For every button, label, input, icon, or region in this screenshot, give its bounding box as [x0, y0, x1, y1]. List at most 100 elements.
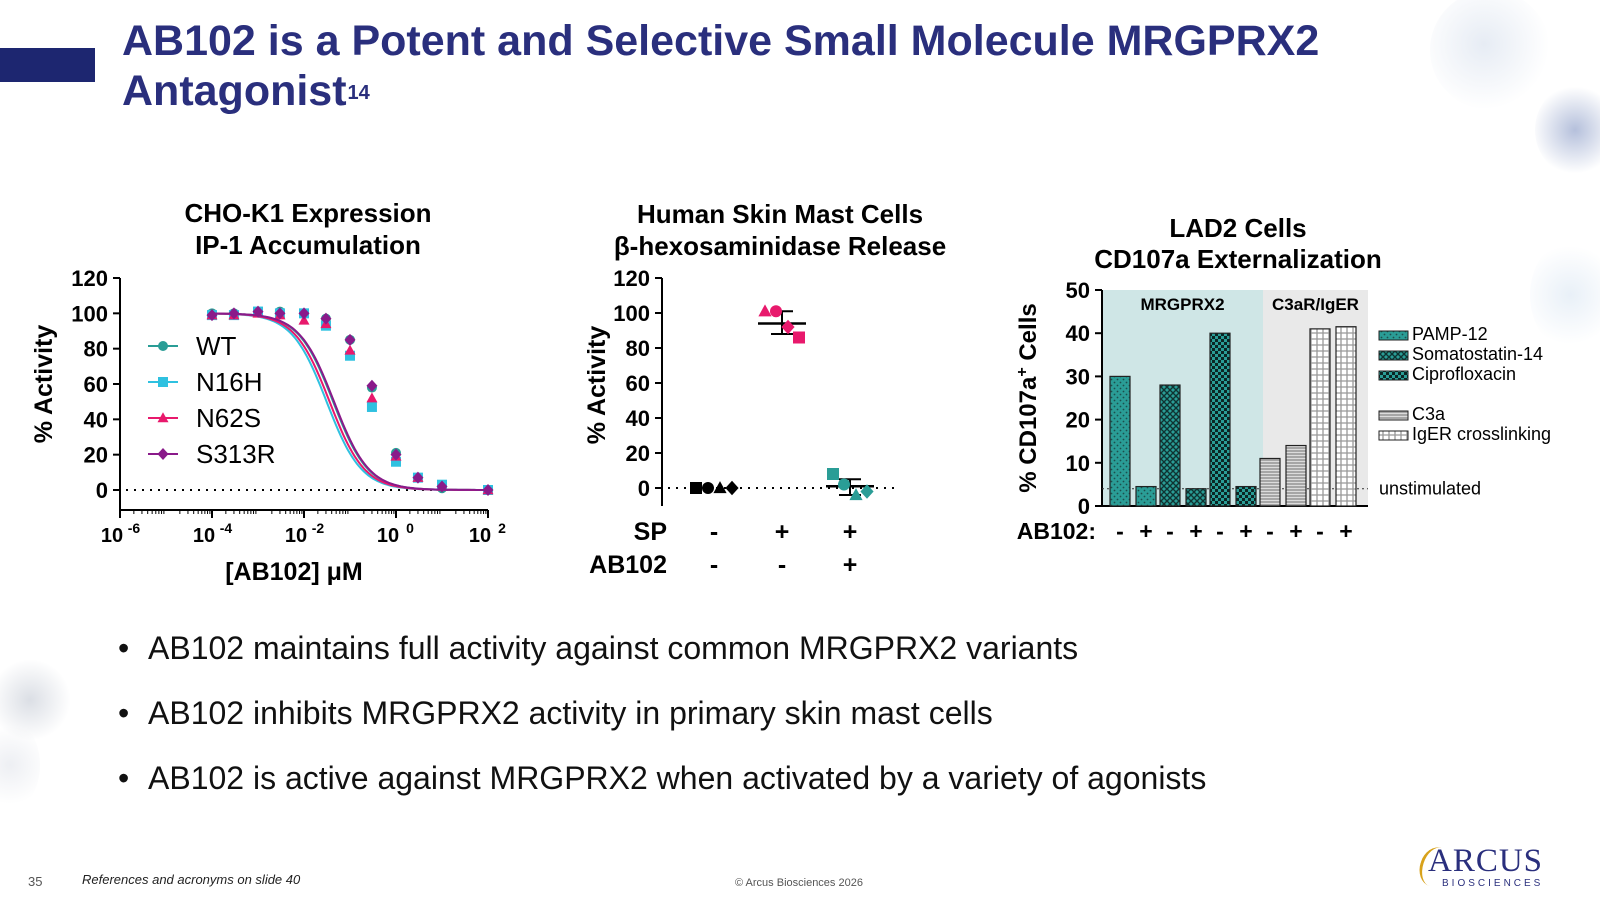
data-point: [298, 307, 310, 320]
arcus-logo: ARCUS BIOSCIENCES: [1414, 843, 1558, 893]
title-reference-superscript: 14: [347, 82, 370, 104]
data-point: [713, 481, 727, 494]
x-tick-label: 10: [377, 525, 399, 547]
legend-item: WT: [148, 331, 237, 361]
chart-title: CHO-K1 Expression: [184, 198, 431, 228]
x-axis-label: [AB102] μM: [225, 558, 363, 586]
legend-swatch: [1378, 430, 1409, 441]
cell-decoration: [1430, 0, 1550, 110]
bar: [1335, 326, 1357, 507]
data-point: [366, 401, 377, 412]
condition-label: SP: [634, 518, 667, 546]
y-tick-label: 30: [1066, 364, 1090, 389]
data-point: [345, 350, 355, 361]
ab102-condition: -: [1316, 518, 1324, 544]
y-tick-label: 120: [71, 266, 108, 291]
y-axis-label-main: % CD107a: [1015, 376, 1042, 493]
y-tick-label: 100: [613, 301, 650, 326]
bar: [1235, 485, 1257, 507]
region-label: MRGPRX2: [1140, 295, 1224, 314]
condition-label: AB102: [589, 551, 667, 579]
slide-number: 35: [28, 874, 43, 889]
y-tick-label: 20: [84, 443, 108, 468]
bar: [1259, 457, 1281, 507]
region-label: C3aR/IgER: [1272, 295, 1359, 314]
data-point: [391, 456, 401, 467]
legend-item: Ciprofloxacin: [1378, 364, 1516, 384]
y-tick-label: 60: [84, 372, 108, 397]
condition-value: +: [843, 551, 858, 579]
ab102-condition: +: [1139, 518, 1152, 544]
key-findings-list: • AB102 maintains full activity against c…: [118, 628, 1206, 823]
x-tick-exponent: -2: [312, 520, 325, 536]
x-tick-exponent: -4: [220, 520, 233, 536]
series-s313r: [206, 305, 494, 496]
legend-item: N62S: [148, 403, 261, 433]
ab102-condition: +: [1239, 518, 1252, 544]
bullet-text: AB102 maintains full activity against co…: [148, 630, 1079, 666]
data-point: [344, 333, 356, 346]
bullet-text: AB102 is active against MRGPRX2 when act…: [148, 760, 1207, 796]
y-tick-label: 120: [613, 266, 650, 291]
bar: [1309, 328, 1331, 507]
data-point: [252, 305, 264, 318]
y-tick-label: 0: [1078, 494, 1090, 519]
bar: [1185, 488, 1207, 507]
x-tick-exponent: 0: [406, 520, 414, 536]
y-tick-label: 40: [1066, 321, 1090, 346]
copyright-notice: © Arcus Biosciences 2026: [735, 877, 863, 889]
chart-title: Human Skin Mast Cells: [637, 199, 923, 229]
legend-item: N16H: [148, 367, 262, 397]
ab102-condition: +: [1189, 518, 1202, 544]
ab102-condition: +: [1289, 518, 1302, 544]
legend-swatch: [1378, 330, 1409, 341]
legend-item: Somatostatin-14: [1378, 344, 1543, 364]
data-point: [758, 304, 772, 317]
y-tick-label: 80: [626, 336, 650, 361]
bullet-item: • AB102 maintains full activity against c…: [118, 630, 1079, 666]
y-tick-label: 40: [84, 407, 108, 432]
legend-label: N62S: [196, 403, 261, 433]
ab102-condition: -: [1166, 518, 1174, 544]
condition-value: -: [710, 518, 718, 546]
x-tick-label: 10: [285, 525, 307, 547]
data-point: [690, 482, 702, 494]
data-point: [228, 307, 240, 320]
data-point: [412, 471, 424, 484]
data-point: [770, 305, 782, 318]
data-point: [436, 480, 448, 493]
legend-item: C3a: [1378, 404, 1446, 424]
bar: [1285, 444, 1307, 507]
slide-title-text: AB102 is a Potent and Selective Small Mo…: [122, 17, 1320, 115]
legend-item: S313R: [148, 439, 276, 469]
legend-label: IgER crosslinking: [1412, 424, 1551, 444]
data-point: [860, 484, 874, 499]
bar: [1109, 375, 1131, 507]
condition-value: -: [710, 551, 718, 579]
legend-label: N16H: [196, 367, 262, 397]
condition-value: +: [843, 518, 858, 546]
chart-subtitle: CD107a Externalization: [1094, 244, 1382, 274]
chart-title: LAD2 Cells: [1169, 213, 1306, 243]
legend-item: IgER crosslinking: [1378, 424, 1551, 444]
ab102-condition: -: [1216, 518, 1224, 544]
legend-label: Somatostatin-14: [1412, 344, 1543, 364]
y-tick-label: 100: [71, 301, 108, 326]
legend-label: PAMP-12: [1412, 324, 1488, 344]
condition-group: [758, 304, 806, 344]
data-point: [366, 379, 378, 392]
cell-decoration: [1530, 240, 1600, 350]
data-point: [206, 309, 218, 322]
y-tick-label: 60: [626, 371, 650, 396]
data-point: [849, 488, 863, 501]
y-tick-label: 10: [1066, 451, 1090, 476]
y-axis-label: % CD107a+ Cells: [1014, 303, 1042, 492]
data-point: [725, 480, 739, 496]
bullet-item: • AB102 is active against MRGPRX2 when ac…: [118, 760, 1207, 796]
legend-marker: [158, 341, 168, 351]
x-tick-exponent: -6: [128, 520, 141, 536]
legend-swatch: [1378, 370, 1409, 381]
